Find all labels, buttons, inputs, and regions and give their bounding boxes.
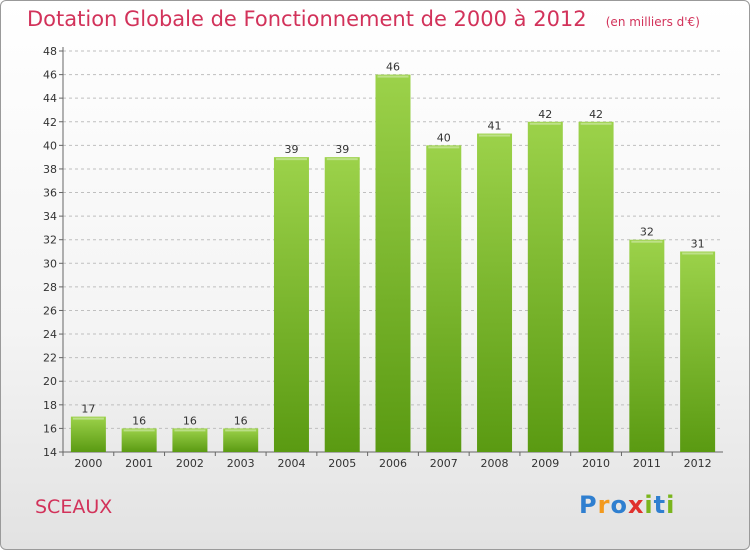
y-tick-label: 46 [43,69,57,82]
data-label: 17 [81,403,95,416]
x-tick-label: 2007 [430,457,458,470]
y-tick-label: 24 [43,328,57,341]
brand-letter: i [666,491,676,519]
chart-header: Dotation Globale de Fonctionnement de 20… [27,7,700,31]
labels: 14 16 18 20 22 24 26 28 30 32 34 36 38 40 42 44 46 48 17 20… [43,45,712,470]
data-label: 42 [538,108,552,121]
bar [375,74,411,453]
chart-title: Dotation Globale de Fonctionnement de 20… [27,7,587,31]
data-label: 39 [335,143,349,156]
data-label: 39 [284,143,298,156]
y-tick-label: 18 [43,399,57,412]
bar [629,239,665,452]
y-tick-label: 16 [43,422,57,435]
data-label: 32 [640,226,654,239]
x-tick-label: 2009 [531,457,559,470]
bars [70,74,716,453]
y-tick-label: 48 [43,45,57,58]
chart-subtitle: (en milliers d'€) [605,15,700,29]
x-tick-label: 2012 [684,457,712,470]
data-label: 41 [488,120,502,133]
data-label: 16 [234,414,248,427]
y-tick-label: 14 [43,446,57,459]
y-tick-label: 20 [43,375,57,388]
proxiti-logo[interactable]: Proxiti [579,491,675,519]
bar-highlight [123,429,155,432]
y-tick-label: 32 [43,234,57,247]
x-tick-label: 2005 [328,457,356,470]
bar [324,157,360,452]
data-label: 46 [386,61,400,74]
bar-highlight [377,75,409,78]
x-tick-label: 2011 [633,457,661,470]
y-tick-label: 30 [43,257,57,270]
brand-letter: i [644,491,654,519]
bar-highlight [72,417,104,420]
bar [680,251,716,452]
brand-letter: o [610,491,628,519]
data-label: 16 [183,414,197,427]
y-tick-label: 22 [43,352,57,365]
y-tick-label: 36 [43,187,57,200]
y-tick-label: 40 [43,139,57,152]
y-tick-label: 26 [43,304,57,317]
y-tick-label: 44 [43,92,57,105]
x-tick-label: 2008 [481,457,509,470]
x-tick-label: 2003 [227,457,255,470]
bar [578,121,614,452]
bar [172,428,208,452]
brand-letter: t [653,491,667,519]
brand-letter: r [597,491,611,519]
brand-letter: x [627,491,645,519]
y-tick-label: 34 [43,210,57,223]
data-label: 31 [691,238,705,251]
x-tick-label: 2004 [277,457,305,470]
bar-highlight [225,429,257,432]
bar-highlight [275,158,307,161]
bar [477,133,513,452]
x-tick-label: 2001 [125,457,153,470]
bar [527,121,563,452]
bar-highlight [529,122,561,125]
x-tick-label: 2010 [582,457,610,470]
data-label: 16 [132,414,146,427]
x-tick-label: 2002 [176,457,204,470]
y-tick-label: 42 [43,116,57,129]
bar [223,428,259,452]
x-tick-label: 2006 [379,457,407,470]
x-tick-label: 2000 [74,457,102,470]
bar-highlight [326,158,358,161]
bar [426,145,462,452]
brand-letter: P [579,491,598,519]
data-label: 42 [589,108,603,121]
data-label: 40 [437,131,451,144]
bar-highlight [631,240,663,243]
bar-highlight [428,146,460,149]
city-label: SCEAUX [35,496,113,518]
y-tick-label: 38 [43,163,57,176]
bar [121,428,157,452]
bar-highlight [479,134,511,137]
bar [273,157,309,452]
bar-highlight [174,429,206,432]
bar-highlight [682,252,714,255]
y-tick-label: 28 [43,281,57,294]
bar [70,416,106,452]
bar-highlight [580,122,612,125]
